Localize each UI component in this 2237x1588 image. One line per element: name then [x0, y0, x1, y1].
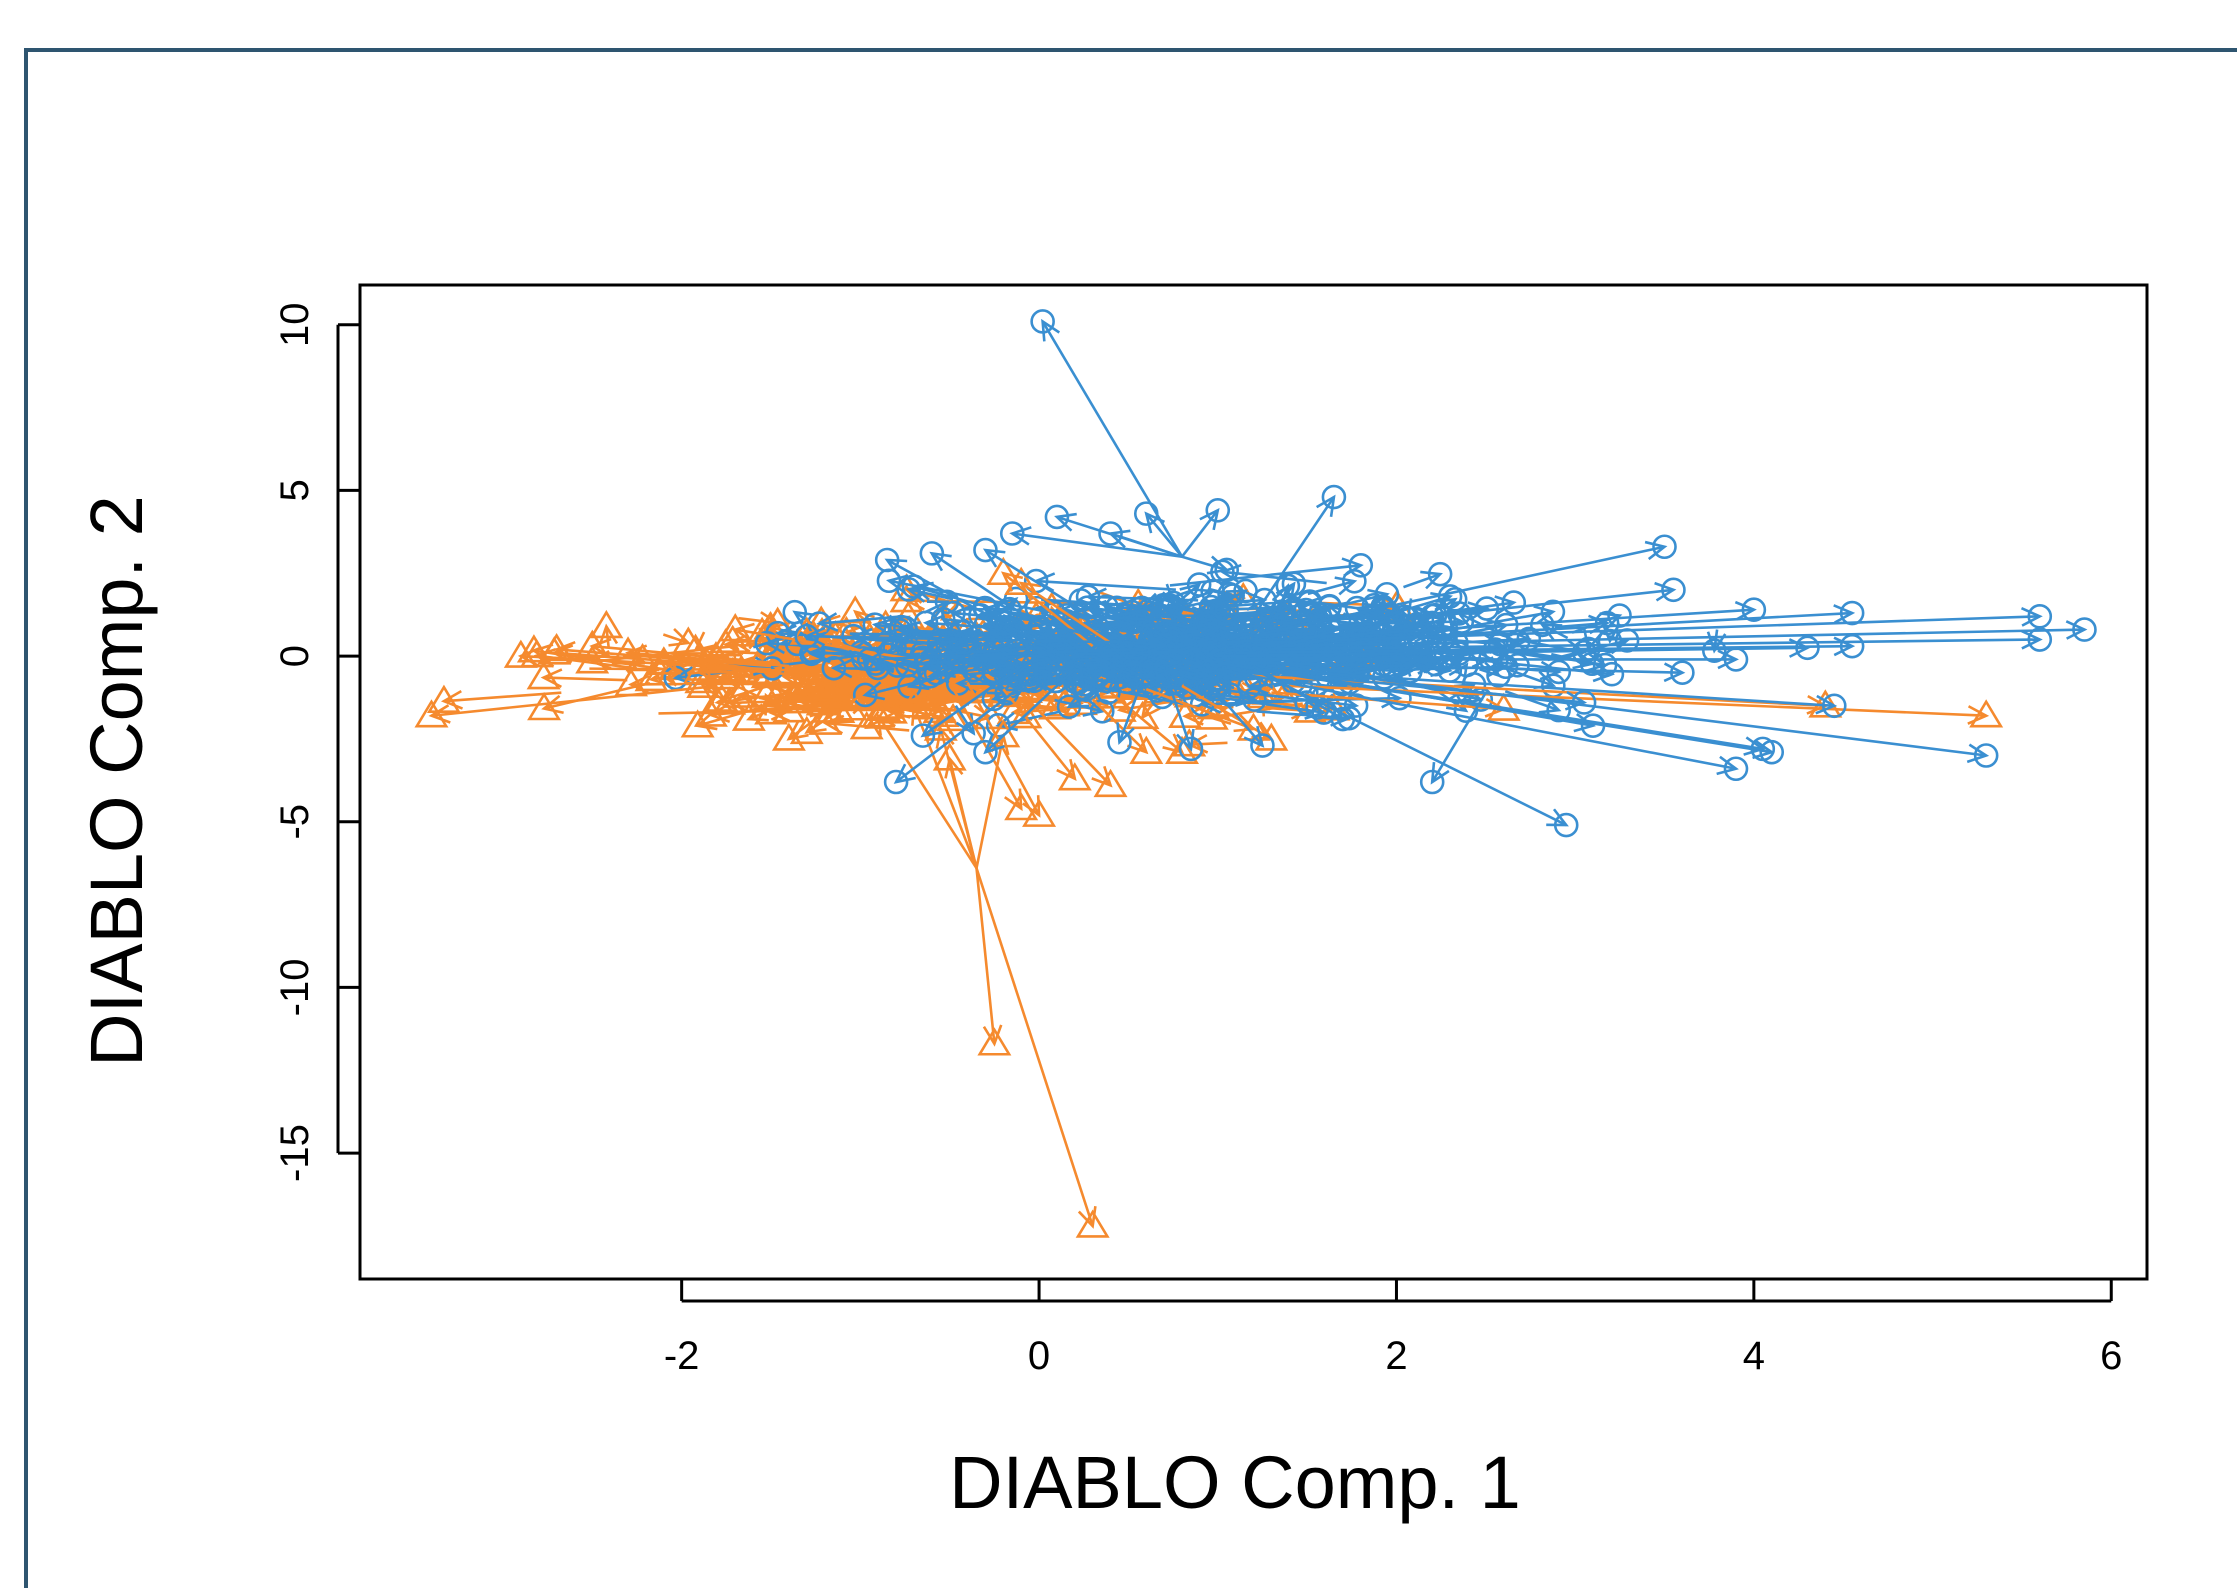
y-tick-label: -10 — [273, 959, 317, 1017]
y-tick-label: 0 — [273, 645, 317, 667]
y-tick-label: -15 — [273, 1124, 317, 1182]
x-tick-label: 6 — [2100, 1334, 2122, 1378]
outlier-arrow-line — [1012, 534, 1182, 557]
x-tick-label: 2 — [1385, 1334, 1407, 1378]
scatter-plot: -2 0 2 4 6 -15 -10 -5 0 5 10 DIABLO Comp. 1 DIABLO… — [0, 0, 2237, 1554]
outlier-arrow-line — [431, 686, 717, 716]
x-tick-label: 0 — [1028, 1334, 1050, 1378]
outlier-arrow-line — [977, 868, 1093, 1226]
x-tick-label: -2 — [664, 1334, 700, 1378]
y-tick-label: -5 — [273, 804, 317, 840]
outlier-arrow-line — [950, 759, 977, 868]
outlier-arrow-line — [1182, 510, 1218, 556]
data-layer — [417, 310, 2096, 1236]
axes-layer: -2 0 2 4 6 -15 -10 -5 0 5 10 — [273, 303, 2122, 1378]
y-tick-label: 10 — [273, 303, 317, 348]
y-tick-label: 5 — [273, 479, 317, 501]
x-axis-title: DIABLO Comp. 1 — [949, 1441, 1521, 1524]
cloud-arrow-line — [1189, 743, 1227, 745]
x-tick-label: 4 — [1743, 1334, 1765, 1378]
y-axis-title: DIABLO Comp. 2 — [75, 495, 158, 1067]
cloud-arrow-line — [544, 678, 628, 681]
triangle-point — [1971, 702, 2000, 727]
plot-area — [360, 285, 2147, 1279]
